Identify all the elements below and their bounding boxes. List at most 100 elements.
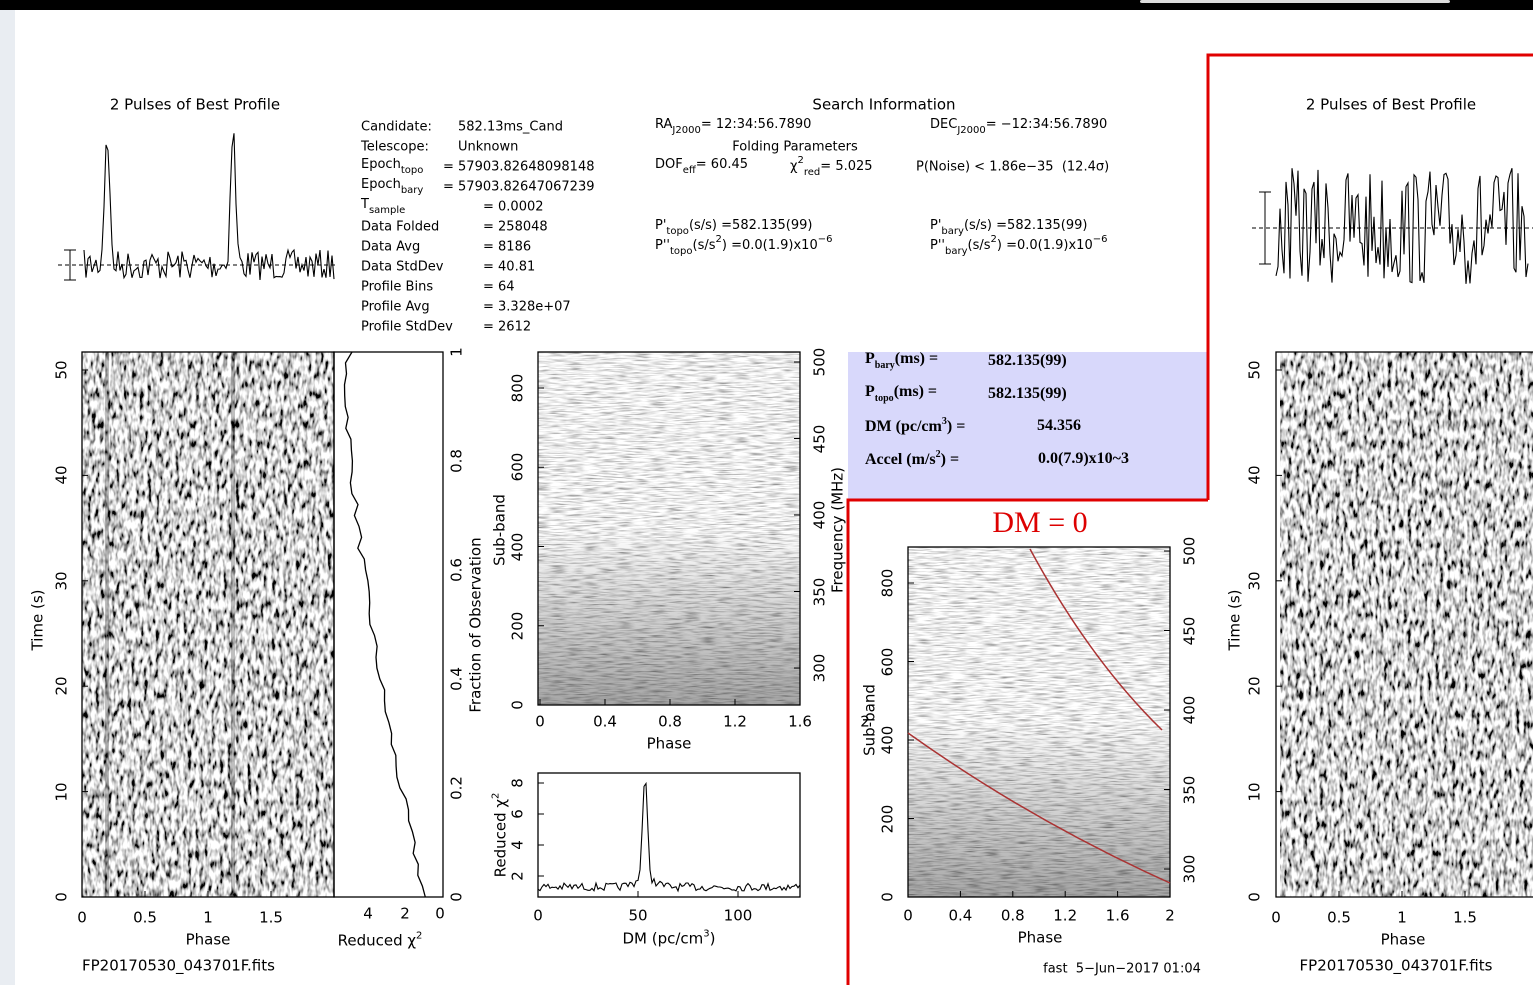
x-tick-label: 0 <box>1271 910 1281 926</box>
info-value-part: = 258048 <box>483 219 548 235</box>
x-axis-title: Phase <box>647 736 692 752</box>
y-tick-label: 350 <box>1180 775 1199 804</box>
x-axis-title-part: Reduced χ <box>337 931 417 950</box>
info-value-part: = 57903.82648098148 <box>443 159 595 175</box>
summary-row-part: 2 <box>935 448 941 460</box>
info-value-part: = 57903.82647067239 <box>443 179 595 195</box>
x-tick-label-part: 0.5 <box>1327 908 1351 927</box>
y-tick-label-part: 400 <box>508 532 527 561</box>
intensity-image <box>82 352 334 897</box>
x-axis-title-part: ) <box>709 929 716 948</box>
y-axis-title-part: Reduced χ <box>491 798 510 878</box>
x-axis-title: Reduced χ2 <box>337 931 423 950</box>
y-tick-label-part: 6 <box>508 809 527 819</box>
info-label-part: red <box>803 167 821 178</box>
info-label: Tsample <box>361 198 405 216</box>
info-label-part: DEC <box>930 117 958 132</box>
tab[interactable] <box>1140 0 1450 3</box>
y-tick-label-part: 50 <box>52 360 71 380</box>
info-value-part: = 0.0002 <box>483 199 544 215</box>
x-axis-title-part: DM (pc/cm <box>622 929 704 948</box>
y-tick-label: 450 <box>810 424 829 453</box>
y-tick-label-part: 200 <box>878 804 897 833</box>
x-tick-label-part: 1.2 <box>1053 906 1078 925</box>
info-label-part: topo <box>400 165 424 176</box>
filename-part: FP20170530_043701F.fits <box>82 956 275 975</box>
summary-value: 0.0(7.9)x10~3 <box>1038 450 1129 467</box>
y-axis-title: Time (s) <box>1226 590 1244 651</box>
y-tick-label-part: 450 <box>810 424 829 453</box>
info-label-part: topo <box>670 246 693 257</box>
info-label-part: (s/s <box>692 238 716 253</box>
x-tick-label-part: 4 <box>363 904 373 923</box>
info-label-part: 582.135(99) <box>1007 218 1088 233</box>
image-shading <box>908 547 1170 897</box>
plot-frame <box>907 546 1171 898</box>
x-tick-label-part: 1.6 <box>788 712 812 731</box>
x-tick-label: 0.4 <box>948 908 972 924</box>
y-tick-label: 200 <box>878 804 897 833</box>
info-label-part: Data Avg <box>361 239 421 255</box>
filename: FP20170530_043701F.fits <box>82 956 275 975</box>
x-tick-label-part: 1.5 <box>259 908 283 927</box>
x-axis-title-part: Phase <box>1017 928 1063 947</box>
image-shading <box>538 352 800 705</box>
y-axis-title: Sub-band <box>491 494 509 566</box>
info-label-part: 2 <box>797 155 804 166</box>
section-title-part: Folding Parameters <box>732 139 858 155</box>
summary-value: 582.135(99) <box>988 353 1067 369</box>
info-value: = 3.328e+07 <box>483 301 571 314</box>
x-axis-title-part: Phase <box>1380 930 1426 949</box>
dispersion-curve <box>907 732 1171 884</box>
info-label-part: Telescope: <box>361 139 429 155</box>
x-tick-label: 1 <box>203 910 213 926</box>
info-label: DECJ2000= −12:34:56.7890 <box>930 118 1107 136</box>
y-tick-label: 200 <box>509 611 527 640</box>
x-tick-label: 1.5 <box>1453 910 1477 926</box>
x-tick-label-part: 0 <box>77 908 87 927</box>
summary-value: 54.356 <box>1037 418 1081 434</box>
info-label-part: (s/s) = <box>688 218 733 233</box>
x-tick-label-part: 1.6 <box>1105 906 1130 925</box>
y-tick-label: 30 <box>53 571 71 590</box>
y-axis-title: Sub-band <box>861 684 879 756</box>
x-tick-label-part: 0 <box>533 906 543 925</box>
summary-row: Pbary(ms) = <box>865 351 938 371</box>
y-tick-label: 20 <box>1246 677 1264 696</box>
plot-frame <box>1275 351 1533 898</box>
y-axis-title-part: Frequency (MHz) <box>828 466 847 594</box>
y-tick-label: 600 <box>509 453 527 482</box>
y-tick-label-part: 350 <box>1180 775 1199 804</box>
footer: fast 5−Jun−2017 01:04 <box>1043 963 1201 976</box>
section-title: Search Information <box>812 97 955 113</box>
y-tick-label-part: 40 <box>52 465 71 485</box>
x-tick-label: 0.8 <box>1001 908 1025 924</box>
y-tick-label: 40 <box>52 465 71 485</box>
y-tick-label: 10 <box>1246 782 1264 801</box>
y-tick-label: 8 <box>509 778 527 788</box>
x-tick-label-part: 0 <box>435 904 445 923</box>
y-tick-label-part: 1 <box>447 347 466 357</box>
error-bar <box>1259 191 1271 265</box>
footer-part: fast 5−Jun−2017 01:04 <box>1043 961 1201 977</box>
y-tick-label-part: 10 <box>52 782 71 802</box>
summary-row-part: P <box>865 382 875 400</box>
y-tick-label-part: 20 <box>52 676 71 696</box>
x-tick-label: 0 <box>535 714 545 730</box>
y-tick-label: 800 <box>879 569 897 598</box>
info-label: Data Folded <box>361 221 439 234</box>
x-tick-label: 0 <box>903 908 913 924</box>
x-tick-label-part: 2 <box>860 712 870 731</box>
y-tick-label: 300 <box>1181 855 1199 884</box>
info-label-part: Profile Bins <box>361 279 434 295</box>
x-tick-label: 2 <box>1165 908 1175 924</box>
info-label-part: Data StdDev <box>361 259 444 275</box>
filename-part: FP20170530_043701F.fits <box>1299 956 1493 975</box>
info-value: = 8186 <box>483 241 531 254</box>
y-axis-title-part: Time (s) <box>28 589 47 651</box>
info-label-part: 2 <box>715 234 722 245</box>
info-label-part: ) = <box>996 238 1017 253</box>
plot-frame <box>537 772 801 898</box>
info-label: Profile StdDev <box>361 321 453 334</box>
x-axis-title: DM (pc/cm3) <box>622 929 716 948</box>
